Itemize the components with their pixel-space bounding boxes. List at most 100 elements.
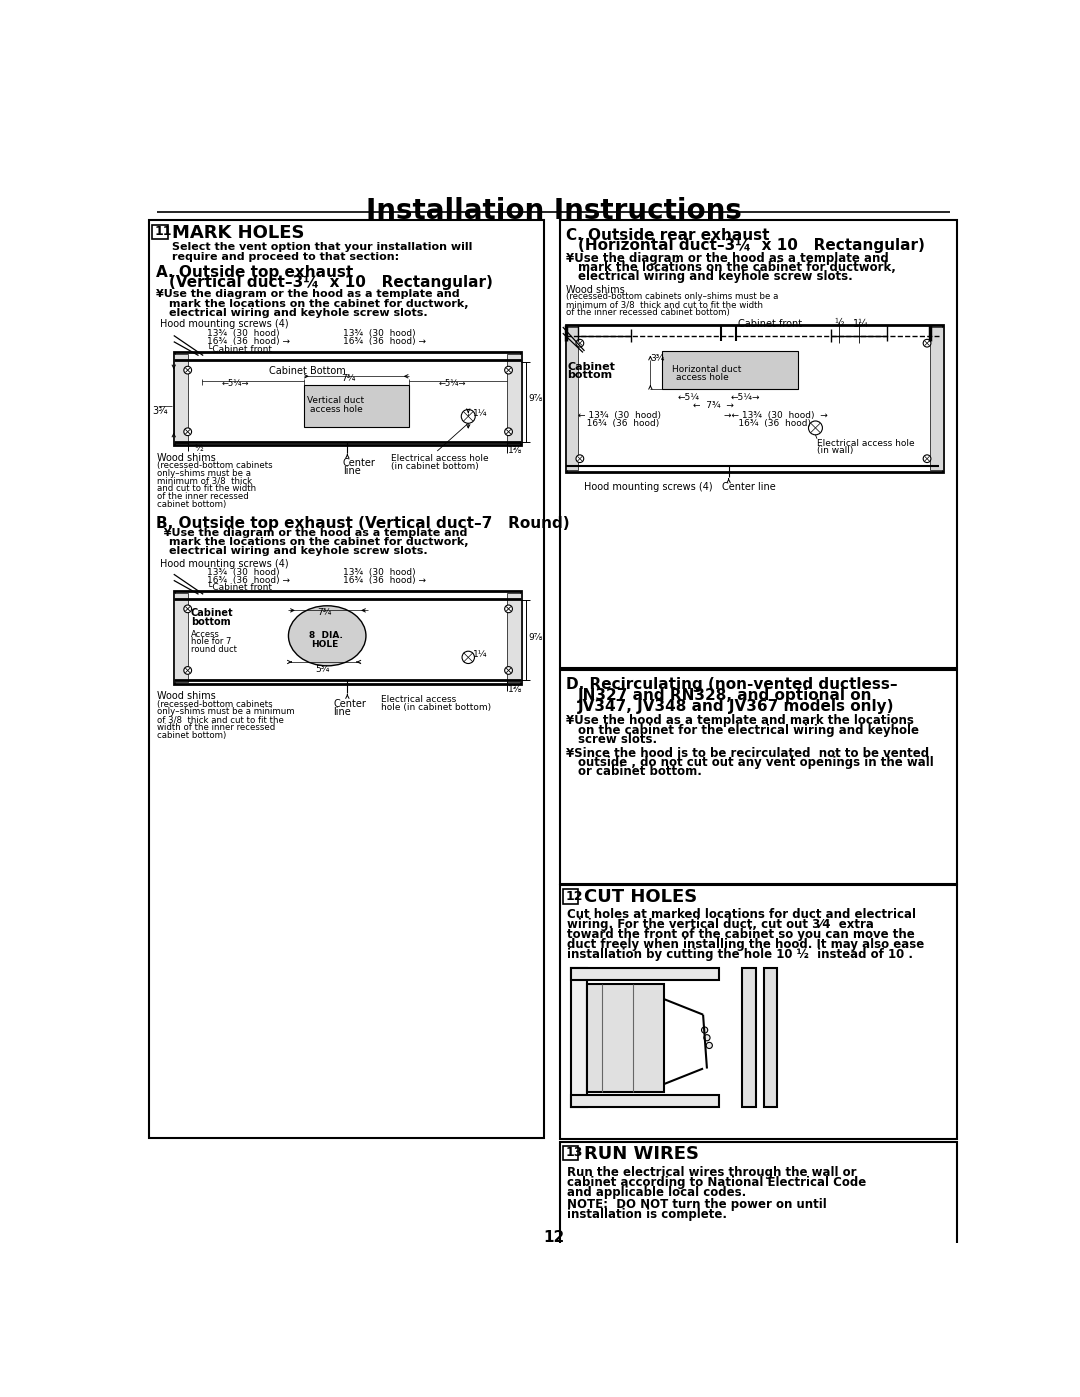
Text: 13: 13 [565,1147,582,1160]
Text: Cabinet Bottom: Cabinet Bottom [269,366,346,376]
Bar [507,353,521,443]
Text: ←5¼→: ←5¼→ [222,380,249,388]
Text: 13¾  (30  hood): 13¾ (30 hood) [342,569,416,577]
Text: Cabinet: Cabinet [191,608,233,617]
Text: access hole: access hole [310,405,363,414]
Text: cabinet bottom): cabinet bottom) [157,731,226,739]
Text: of the inner recessed: of the inner recessed [157,492,248,500]
Bar [566,326,943,472]
Text: 16¾  (36  hood): 16¾ (36 hood) [578,419,660,429]
Text: or cabinet bottom.: or cabinet bottom. [578,766,702,778]
Text: of the inner recessed cabinet bottom): of the inner recessed cabinet bottom) [566,307,730,317]
Text: and cut to fit the width: and cut to fit the width [157,485,256,493]
Text: (in cabinet bottom): (in cabinet bottom) [391,462,478,471]
Text: (in wall): (in wall) [816,447,853,455]
Text: electrical wiring and keyhole screw slots.: electrical wiring and keyhole screw slot… [578,270,853,284]
Circle shape [184,427,191,436]
Bar [662,351,798,390]
Circle shape [504,605,512,613]
Text: Select the vent option that your installation will: Select the vent option that your install… [172,242,473,251]
Text: mark the locations on the cabinet for ductwork,: mark the locations on the cabinet for du… [170,299,469,309]
Text: └Cabinet front: └Cabinet front [207,345,272,353]
Text: electrical wiring and keyhole screw slots.: electrical wiring and keyhole screw slot… [170,546,428,556]
Text: (recessed-bottom cabinets: (recessed-bottom cabinets [157,461,272,469]
Text: 12: 12 [543,1231,564,1245]
Text: Horizontal duct: Horizontal duct [672,365,742,374]
Text: cabinet according to National Electrical Code: cabinet according to National Electrical… [567,1175,867,1189]
Bar [507,592,521,682]
Bar [174,592,188,682]
Text: 1¼: 1¼ [852,319,868,328]
Text: 3¾: 3¾ [152,407,167,416]
Text: 13¾  (30  hood): 13¾ (30 hood) [207,330,280,338]
Text: HOLE: HOLE [311,640,338,648]
Bar [174,591,521,683]
Text: installation is complete.: installation is complete. [567,1208,728,1221]
Circle shape [504,427,512,436]
Text: bottom: bottom [567,370,612,380]
Ellipse shape [288,606,366,666]
Text: (recessed-bottom cabinets: (recessed-bottom cabinets [157,700,272,708]
Bar [930,327,943,471]
Bar [152,225,167,239]
Text: outside , do not cut out any vent openings in the wall: outside , do not cut out any vent openin… [578,756,934,768]
Bar [586,983,664,1091]
Text: Hood mounting screws (4)   Center line: Hood mounting screws (4) Center line [584,482,777,492]
Text: mark the locations on the cabinet for ductwork,: mark the locations on the cabinet for du… [170,538,469,548]
Text: B. Outside top exhaust (Vertical duct–7   Round): B. Outside top exhaust (Vertical duct–7 … [156,515,569,531]
Text: 1¼: 1¼ [473,650,487,658]
Text: ¥Use the diagram or the hood as a template and: ¥Use the diagram or the hood as a templa… [566,251,889,264]
Bar [174,352,521,444]
Text: Cut holes at marked locations for duct and electrical: Cut holes at marked locations for duct a… [567,908,917,922]
Text: minimum of 3/8  thick: minimum of 3/8 thick [157,476,252,485]
Bar [571,1095,718,1106]
Bar [566,327,578,471]
Circle shape [706,1042,713,1049]
Text: ¥Since the hood is to be recirculated  not to be vented: ¥Since the hood is to be recirculated no… [566,746,929,760]
Text: ½: ½ [194,444,203,453]
Bar [742,968,756,1106]
Text: └Cabinet front: └Cabinet front [207,584,272,592]
Text: 3¾: 3¾ [650,353,665,363]
Text: Wood shims: Wood shims [157,453,215,462]
Text: D. Recirculating (non-vented ductless–: D. Recirculating (non-vented ductless– [566,678,897,693]
Text: width of the inner recessed: width of the inner recessed [157,722,275,732]
Circle shape [461,409,475,423]
Text: Center: Center [334,698,366,708]
Circle shape [702,1027,707,1034]
Text: wiring. For the vertical duct, cut out 3⁄4  extra: wiring. For the vertical duct, cut out 3… [567,918,875,932]
Text: JV347, JV348 and JV367 models only): JV347, JV348 and JV367 models only) [578,698,895,714]
Circle shape [462,651,474,664]
Text: CUT HOLES: CUT HOLES [584,888,698,907]
Text: 16¾  (36  hood) →: 16¾ (36 hood) → [342,337,426,346]
Text: on the cabinet for the electrical wiring and keyhole: on the cabinet for the electrical wiring… [578,724,919,736]
Text: ←5¼→: ←5¼→ [438,380,467,388]
Text: 16¾  (36  hood) →: 16¾ (36 hood) → [342,576,426,585]
Text: 16¾  (36  hood): 16¾ (36 hood) [724,419,811,429]
Text: NOTE:  DO NOT turn the power on until: NOTE: DO NOT turn the power on until [567,1197,827,1211]
Circle shape [923,455,931,462]
Text: Center: Center [342,458,376,468]
Text: ←  7¾  →: ← 7¾ → [692,401,733,409]
Text: 5¾: 5¾ [315,665,329,675]
Text: 7¾: 7¾ [341,374,355,383]
Bar [571,968,586,1106]
Text: C. Outside rear exhaust: C. Outside rear exhaust [566,228,769,243]
Text: ¥Use the diagram or the hood as a template and: ¥Use the diagram or the hood as a templa… [156,528,468,538]
Circle shape [923,339,931,346]
Text: 7¾: 7¾ [318,608,332,617]
Text: and applicable local codes.: and applicable local codes. [567,1186,746,1199]
Text: ¥Use the hood as a template and mark the locations: ¥Use the hood as a template and mark the… [566,714,914,728]
Text: Hood mounting screws (4): Hood mounting screws (4) [160,319,288,328]
Text: 13¾  (30  hood): 13¾ (30 hood) [207,569,280,577]
Text: Electrical access: Electrical access [381,696,457,704]
Bar [764,968,778,1106]
Text: only–shims must be a: only–shims must be a [157,469,251,478]
Text: of 3/8  thick and cut to fit the: of 3/8 thick and cut to fit the [157,715,284,724]
Text: 8  DIA.: 8 DIA. [309,631,342,640]
Text: MARK HOLES: MARK HOLES [172,224,305,242]
Text: ¥Use the diagram or the hood as a template and: ¥Use the diagram or the hood as a templa… [156,289,460,299]
Text: only–shims must be a minimum: only–shims must be a minimum [157,707,295,717]
Text: Run the electrical wires through the wall or: Run the electrical wires through the wal… [567,1165,856,1179]
Text: Electrical access hole: Electrical access hole [816,439,915,447]
